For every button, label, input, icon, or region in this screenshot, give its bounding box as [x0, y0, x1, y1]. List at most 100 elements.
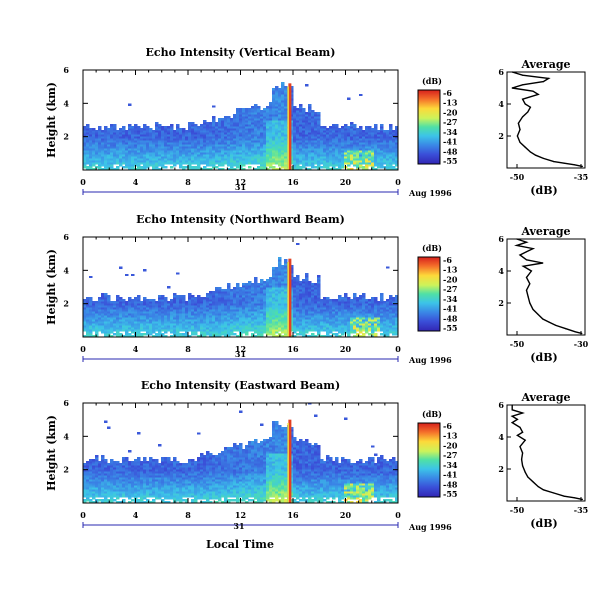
heatmap-cell [254, 106, 258, 109]
heatmap-cell [239, 148, 243, 151]
heatmap-cell [242, 305, 246, 308]
heatmap-cell [113, 154, 117, 157]
heatmap-cell [359, 303, 363, 306]
heatmap-cell [386, 148, 390, 151]
heatmap-cell [278, 144, 282, 147]
heatmap-cell [161, 295, 165, 298]
heatmap-cell [269, 299, 273, 302]
heatmap-cell [371, 309, 375, 312]
heatmap-cell [347, 297, 351, 300]
heatmap-cell [209, 162, 213, 165]
heatmap-cell [89, 297, 93, 300]
heatmap-cell [323, 323, 327, 326]
heatmap-cell [83, 126, 87, 129]
heatmap-cell [296, 242, 300, 246]
heatmap-cell [164, 329, 168, 332]
heatmap-cell [377, 134, 381, 137]
heatmap-cell [167, 126, 171, 129]
heatmap-cell [353, 152, 357, 155]
heatmap-cell [305, 277, 309, 280]
heatmap-cell [251, 283, 255, 286]
heatmap-cell [290, 285, 294, 288]
heatmap-cell [278, 273, 282, 276]
heatmap-cell [140, 309, 144, 312]
heatmap-cell [311, 289, 315, 292]
heatmap-cell [191, 160, 195, 163]
heatmap-cell [167, 144, 171, 147]
heatmap-cell [257, 140, 261, 143]
heatmap-cell [329, 128, 333, 131]
heatmap-cell [107, 299, 111, 302]
heatmap-cell [110, 327, 114, 330]
heatmap-cell [113, 140, 117, 143]
heatmap-cell [266, 132, 270, 135]
heatmap-cell [119, 301, 123, 304]
heatmap-cell [257, 106, 261, 109]
heatmap-cell [146, 162, 150, 165]
heatmap-cell [323, 152, 327, 155]
heatmap-cell [383, 140, 387, 143]
heatmap-cell [317, 154, 321, 157]
heatmap-cell [218, 118, 222, 121]
heatmap-cell [206, 313, 210, 316]
heatmap-cell [140, 134, 144, 137]
heatmap-cell [98, 138, 102, 141]
heatmap-cell [389, 124, 393, 127]
heatmap-cell [242, 142, 246, 145]
heatmap-cell [128, 124, 132, 127]
heatmap-cell [149, 325, 153, 328]
heatmap-cell [83, 323, 87, 326]
heatmap-cell [365, 148, 369, 151]
heatmap-cell [311, 124, 315, 127]
heatmap-cell [203, 160, 207, 163]
heatmap-cell [92, 168, 96, 171]
heatmap-cell [365, 154, 369, 157]
heatmap-cell [278, 154, 282, 157]
heatmap-cell [83, 154, 87, 157]
heatmap-cell [119, 144, 123, 147]
heatmap-cell [296, 144, 300, 147]
heatmap-cell [173, 150, 177, 153]
heatmap-cell [134, 160, 138, 163]
heatmap-cell [176, 333, 180, 336]
heatmap-cell [386, 319, 390, 322]
heatmap-cell [299, 112, 303, 115]
heatmap-cell [134, 319, 138, 322]
heatmap-cell [374, 311, 378, 314]
heatmap-cell [224, 317, 228, 320]
heatmap-cell [371, 299, 375, 302]
heatmap-cell [254, 291, 258, 294]
heatmap-cell [314, 307, 318, 310]
heatmap-cell [389, 168, 393, 171]
heatmap-cell [263, 313, 267, 316]
heatmap-cell [206, 321, 210, 324]
heatmap-cell [89, 128, 93, 131]
heatmap-cell [86, 168, 90, 171]
heatmap-cell [311, 116, 315, 119]
heatmap-cell [122, 154, 126, 157]
heatmap-cell [209, 325, 213, 328]
heatmap-cell [308, 136, 312, 139]
heatmap-cell [221, 156, 225, 159]
heatmap-cell [314, 311, 318, 314]
heatmap-cell [92, 321, 96, 324]
heatmap-cell [245, 299, 249, 302]
heatmap-cell [341, 130, 345, 133]
heatmap-cell [209, 301, 213, 304]
heatmap-cell [329, 150, 333, 153]
heatmap-cell [281, 140, 285, 143]
heatmap-cell [317, 331, 321, 334]
heatmap-cell [161, 152, 165, 155]
heatmap-cell [92, 128, 96, 131]
heatmap-cell [245, 148, 249, 151]
heatmap-cell [344, 299, 348, 302]
heatmap-cell [374, 124, 378, 127]
profile-point [542, 81, 545, 83]
heatmap-cell [227, 299, 231, 302]
heatmap-cell [323, 327, 327, 330]
heatmap-cell [212, 291, 216, 294]
heatmap-cell [290, 275, 294, 278]
heatmap-cell [317, 136, 321, 139]
heatmap-cell [239, 110, 243, 113]
heatmap-cell [269, 140, 273, 143]
